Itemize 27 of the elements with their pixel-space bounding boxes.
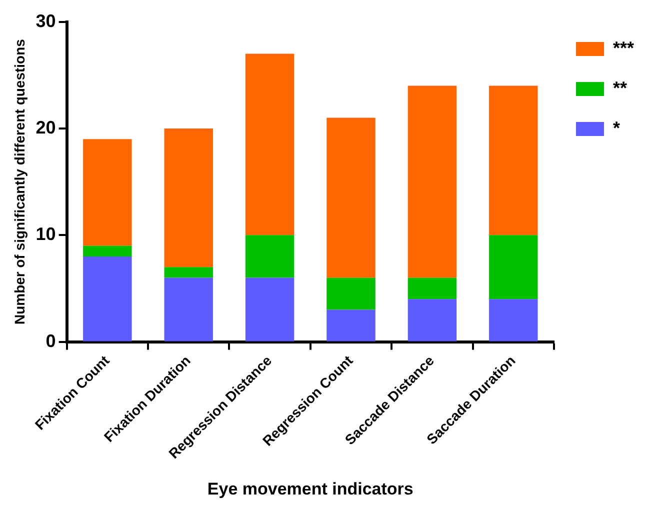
bar [245, 278, 294, 342]
bar [408, 86, 457, 278]
bar [164, 128, 213, 268]
bar [408, 299, 457, 342]
y-axis-title: Number of significantly different questions [11, 38, 28, 325]
bar [489, 235, 538, 300]
y-tick-label: 20 [36, 117, 56, 138]
bar [245, 54, 294, 236]
legend-label: * [612, 118, 620, 138]
bar [326, 310, 376, 342]
bar [489, 299, 538, 342]
bar [326, 278, 376, 310]
bar [164, 267, 213, 278]
y-tick-label: 10 [36, 224, 56, 244]
legend-label: *** [612, 38, 634, 58]
y-tick-label: 0 [46, 330, 56, 351]
bar [326, 118, 376, 278]
bar [83, 139, 132, 246]
bar [83, 256, 132, 342]
y-tick-label: 30 [36, 10, 56, 31]
bar [489, 86, 538, 236]
bar [83, 246, 132, 256]
bar [245, 235, 294, 278]
bar [164, 278, 213, 342]
bar [408, 278, 457, 300]
x-axis-title: Eye movement indicators [207, 479, 414, 498]
legend-label: ** [612, 78, 627, 98]
